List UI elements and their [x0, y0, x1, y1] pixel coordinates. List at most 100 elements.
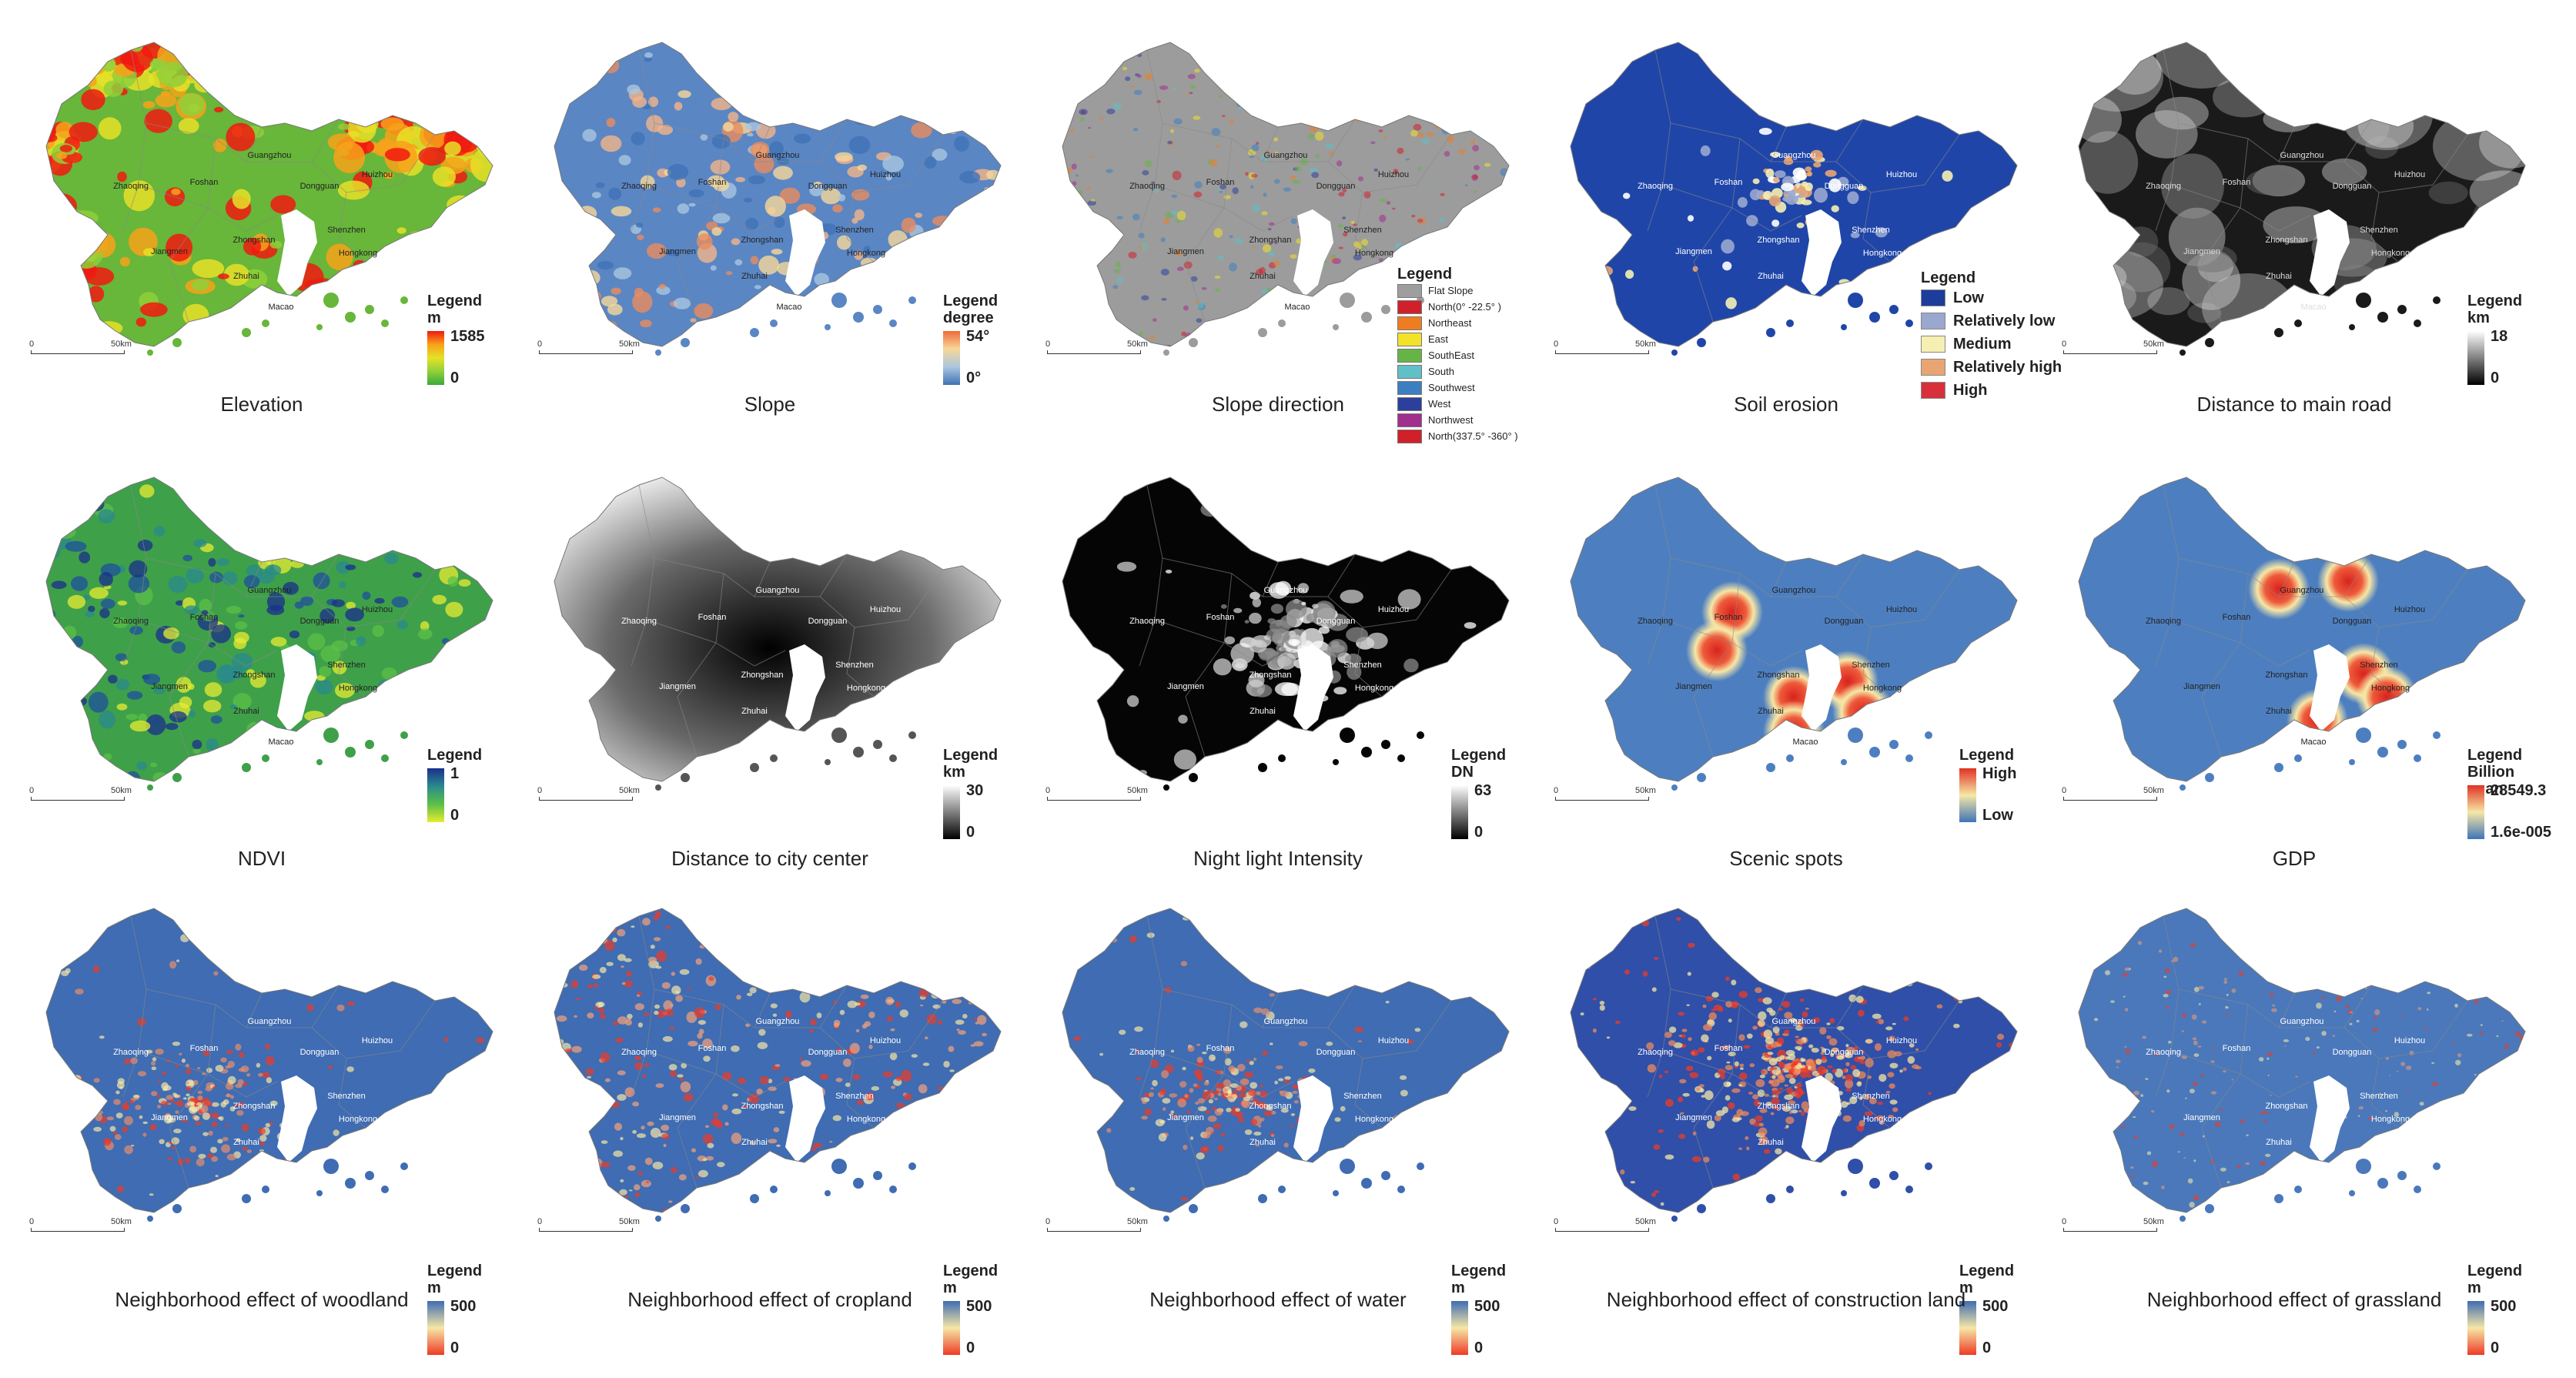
scale-end-label: 50km: [2143, 339, 2164, 349]
city-label: Zhaoqing: [1638, 1048, 1673, 1057]
city-label: Hongkong: [847, 249, 885, 258]
legend-class-item: East: [1397, 331, 1518, 347]
city-label: Guangzhou: [2280, 586, 2324, 595]
legend-class-item: North(337.5° -360° ): [1397, 428, 1518, 444]
city-label: Huizhou: [2394, 170, 2425, 179]
legend-min-label: 0°: [966, 370, 982, 386]
map-legend: Legend Billion yuan 28549.3 1.6e-005: [2467, 747, 2552, 862]
city-label: Shenzhen: [327, 1092, 366, 1101]
city-label: Foshan: [1715, 178, 1743, 187]
legend-class-label: SouthEast: [1428, 350, 1474, 361]
city-label: Foshan: [698, 613, 727, 622]
city-label: Guangzhou: [1772, 151, 1816, 160]
city-label: Zhongshan: [2265, 671, 2307, 680]
legend-swatch: [1397, 316, 1422, 330]
city-label: Foshan: [698, 178, 727, 187]
city-label: Hongkong: [2371, 684, 2410, 693]
legend-unit: km: [2467, 309, 2490, 326]
city-label: Dongguan: [2333, 1048, 2372, 1057]
legend-title: Legend: [2467, 1263, 2523, 1279]
legend-min-label: 0: [450, 1340, 460, 1356]
map-panel: Zhaoqing Foshan Guangzhou Dongguan Huizhou Ji…: [516, 881, 1024, 1356]
legend-class-item: Relatively low: [1921, 309, 2062, 333]
legend-title: Legend: [2467, 293, 2523, 309]
scale-start-label: 0: [2062, 786, 2067, 795]
legend-title: Legend: [1959, 747, 2015, 764]
city-label: Hongkong: [1863, 684, 1902, 693]
city-label: Guangzhou: [1772, 586, 1816, 595]
legend-class-label: East: [1428, 333, 1449, 345]
region-map: Zhaoqing Foshan Guangzhou Dongguan Huizhou Ji…: [554, 908, 1002, 1222]
legend-color-ramp: [943, 331, 960, 385]
legend-swatch: [1397, 283, 1422, 298]
scale-end-label: 50km: [619, 786, 640, 795]
city-label: Shenzhen: [835, 661, 874, 670]
city-label: Hongkong: [1355, 249, 1393, 258]
legend-swatch: [1397, 299, 1422, 314]
city-label: Zhuhai: [2266, 707, 2292, 716]
city-label: Macao: [776, 737, 801, 747]
city-label: Huizhou: [1886, 170, 1917, 179]
city-label: Shenzhen: [1343, 1092, 1382, 1101]
scale-start-label: 0: [29, 1217, 35, 1226]
scale-start-label: 0: [1554, 786, 1559, 795]
scale-start-label: 0: [537, 339, 543, 349]
legend-unit: DN: [1451, 764, 1474, 781]
legend-class-item: SouthEast: [1397, 347, 1518, 363]
legend-class-label: Medium: [1953, 335, 2012, 353]
scale-start-label: 0: [2062, 339, 2067, 349]
legend-swatch: [1921, 359, 1945, 376]
legend-min-label: 1.6e-005: [2491, 824, 2551, 841]
map-caption: Neighborhood effect of cropland: [627, 1288, 912, 1311]
city-label: Foshan: [1715, 1044, 1743, 1053]
map-caption: Night light Intensity: [1193, 847, 1363, 870]
region-map: Zhaoqing Foshan Guangzhou Dongguan Huizhou Ji…: [1062, 908, 1510, 1222]
city-label: Zhongshan: [1249, 671, 1291, 680]
city-label: Guangzhou: [248, 586, 292, 595]
city-label: Shenzhen: [1852, 661, 1890, 670]
city-label: Zhaoqing: [1129, 1048, 1165, 1057]
scale-start-label: 0: [1554, 339, 1559, 349]
city-label: Hongkong: [339, 249, 377, 258]
city-label: Dongguan: [300, 617, 340, 626]
city-label: Hongkong: [847, 684, 885, 693]
city-label: Guangzhou: [1264, 151, 1308, 160]
legend-unit: m: [1451, 1279, 1465, 1296]
city-label: Zhaoqing: [2146, 617, 2181, 626]
city-label: Foshan: [190, 178, 219, 187]
legend-class-item: High: [1921, 379, 2062, 402]
city-label: Zhuhai: [1250, 1138, 1276, 1147]
region-map: Zhaoqing Foshan Guangzhou Dongguan Huizhou Ji…: [554, 477, 1002, 791]
city-label: Dongguan: [1316, 182, 1356, 191]
city-label: Guangzhou: [248, 151, 292, 160]
city-label: Huizhou: [362, 170, 393, 179]
scale-end-label: 50km: [619, 1217, 640, 1226]
map-legend: Legend km 18 0: [2467, 293, 2552, 408]
map-caption: Scenic spots: [1729, 847, 1843, 870]
city-label: Macao: [776, 303, 801, 312]
city-label: Huizhou: [1886, 1036, 1917, 1045]
legend-color-ramp: [1451, 785, 1468, 839]
legend-unit: degree: [943, 309, 994, 326]
city-label: Zhuhai: [2266, 1138, 2292, 1147]
city-label: Macao: [2300, 1169, 2326, 1178]
map-panel: Zhaoqing Foshan Guangzhou Dongguan Huizhou Ji…: [1532, 15, 2062, 447]
city-label: Jiangmen: [1167, 1113, 1204, 1122]
scale-end-label: 50km: [2143, 1217, 2164, 1226]
legend-unit: m: [2467, 1279, 2481, 1296]
scale-start-label: 0: [1045, 1217, 1051, 1226]
city-label: Huizhou: [362, 1036, 393, 1045]
city-label: Jiangmen: [659, 1113, 696, 1122]
region-map: Zhaoqing Foshan Guangzhou Dongguan Huizhou Ji…: [2078, 42, 2526, 356]
legend-class-item: Northeast: [1397, 315, 1518, 331]
legend-max-label: 30: [966, 782, 984, 799]
scale-end-label: 50km: [1127, 786, 1148, 795]
city-label: Zhuhai: [741, 272, 768, 281]
legend-class-label: West: [1428, 398, 1451, 410]
map-legend: Legend degree 54° 0°: [943, 293, 1028, 408]
city-label: Zhongshan: [233, 671, 275, 680]
map-legend: Legend m 500 0: [943, 1263, 1028, 1378]
city-label: Zhongshan: [1757, 671, 1799, 680]
legend-unit: m: [943, 1279, 957, 1296]
legend-title: Legend: [1451, 1263, 1507, 1279]
